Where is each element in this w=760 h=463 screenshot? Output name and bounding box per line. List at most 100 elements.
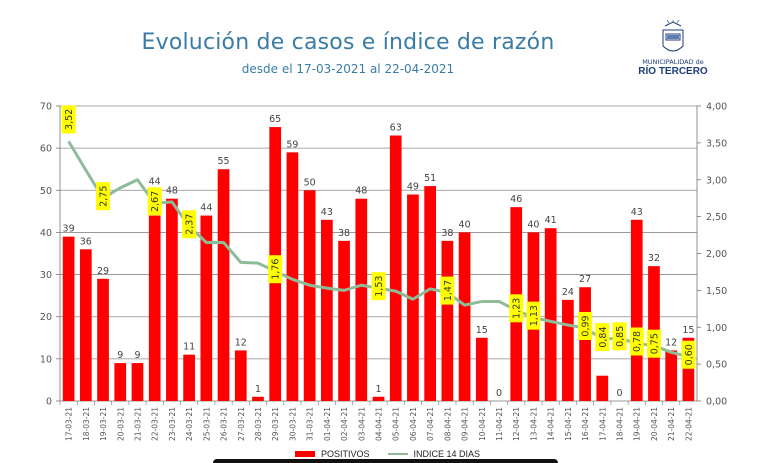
bar-positivos [286, 152, 299, 401]
x-tick-label: 30-03-21 [288, 407, 297, 441]
bar-positivos [131, 363, 144, 401]
bar-value-label: 1 [255, 384, 261, 395]
bar-value-label: 51 [424, 173, 436, 184]
bar-positivos [441, 240, 454, 401]
y-right-tick-label: 3,50 [706, 138, 727, 149]
y-right-tick-label: 2,50 [706, 212, 727, 223]
bar-positivos [217, 169, 230, 401]
bar-positivos [630, 219, 643, 401]
index-label: 2,75 [96, 182, 111, 211]
x-tick-label: 18-03-21 [82, 407, 91, 441]
bars [62, 127, 695, 402]
index-label-text: 3,52 [64, 109, 75, 130]
x-tick-label: 27-03-21 [237, 407, 246, 441]
y-right-tick-label: 0,50 [706, 360, 727, 371]
bar-positivos [579, 287, 591, 401]
x-tick-label: 06-04-21 [409, 407, 418, 441]
y-right-tick-label: 4,00 [706, 102, 727, 113]
x-tick-label: 09-04-21 [461, 407, 470, 441]
legend-label-indice: INDICE 14 DIAS [413, 449, 481, 459]
x-tick-label: 01-04-21 [323, 407, 332, 441]
x-tick-label: 20-03-21 [116, 407, 125, 441]
bar-value-label: 43 [321, 207, 333, 218]
index-label-text: 0,99 [581, 315, 592, 336]
legend-label-positivos: POSITIVOS [321, 449, 370, 459]
bar-value-label: 55 [218, 156, 230, 167]
bar-value-label: 65 [269, 114, 281, 125]
x-tick-label: 23-03-21 [168, 407, 177, 441]
index-label-background [61, 105, 76, 134]
x-tick-label: 25-03-21 [202, 407, 211, 441]
bar-positivos [320, 219, 333, 401]
chart-subtitle: desde el 17-03-2021 al 22-04-2021 [0, 62, 760, 76]
bar-value-label: 43 [631, 207, 643, 218]
bar-value-label: 50 [304, 177, 316, 188]
y-right-tick-label: 2,00 [706, 249, 727, 260]
index-label-background [526, 301, 541, 330]
index-label-text: 0,84 [598, 326, 609, 347]
x-tick-label: 22-04-21 [684, 407, 693, 441]
bar-positivos [148, 215, 161, 401]
x-tick-label: 12-04-21 [512, 407, 521, 441]
index-label-background [96, 182, 111, 211]
x-tick-label: 21-03-21 [133, 407, 142, 441]
index-label: 1,76 [268, 255, 283, 284]
index-label: 1,47 [440, 276, 455, 305]
x-tick-label: 22-03-21 [151, 407, 160, 441]
x-tick-label: 05-04-21 [392, 407, 401, 441]
bar-positivos [596, 375, 609, 401]
index-label-text: 0,85 [615, 326, 626, 347]
bar-positivos [682, 337, 695, 401]
bar-value-label: 38 [441, 228, 453, 239]
overlay-bar [213, 459, 558, 463]
bar-value-label: 0 [617, 388, 623, 399]
x-tick-label: 08-04-21 [443, 407, 452, 441]
chart-title: Evolución de casos e índice de razón [0, 30, 760, 55]
x-tick-label: 14-04-21 [547, 407, 556, 441]
bar-positivos [234, 350, 247, 401]
bar-value-label: 49 [407, 182, 419, 193]
index-label-background [595, 323, 610, 352]
y-left-tick-label: 50 [40, 186, 52, 197]
bar-positivos [62, 236, 75, 401]
index-label-background [371, 272, 386, 301]
bar-value-label: 27 [579, 274, 591, 285]
index-label: 2,67 [147, 187, 162, 216]
bar-value-label: 63 [390, 123, 402, 134]
bar-value-label: 15 [476, 325, 488, 336]
bar-value-label: 46 [510, 194, 522, 205]
bar-positivos [424, 186, 437, 401]
index-label-background [681, 340, 696, 369]
x-tick-label: 31-03-21 [306, 407, 315, 441]
bar-positivos [303, 190, 316, 401]
x-tick-label: 17-04-21 [598, 407, 607, 441]
bar-value-label: 36 [80, 236, 92, 247]
bar-positivos [200, 215, 213, 401]
x-tick-label: 11-04-21 [495, 407, 504, 441]
bar-value-label: 48 [355, 186, 367, 197]
bar-positivos [252, 396, 264, 401]
bar-positivos [79, 249, 92, 401]
bar-value-label: 24 [562, 287, 574, 298]
x-axis-ticks: 17-03-21 18-03-21 19-03-21 20-03-21 21-03-21… [59, 401, 693, 441]
index-label-text: 2,67 [150, 191, 161, 212]
index-label: 2,37 [182, 210, 197, 239]
index-labels: 3,52 2,75 2,67 2,37 1,76 1,53 1,47 1,23 1,13 0,99… [61, 105, 696, 369]
index-label-text: 1,47 [443, 280, 454, 301]
x-tick-label: 18-04-21 [616, 407, 625, 441]
bar-value-label: 32 [648, 253, 660, 264]
index-label: 1,13 [526, 301, 541, 330]
index-label-text: 1,76 [271, 259, 282, 280]
x-tick-label: 03-04-21 [357, 407, 366, 441]
index-label-background [578, 311, 593, 340]
bar-value-label: 44 [149, 176, 161, 187]
bar-positivos [183, 354, 195, 401]
index-label-text: 1,13 [529, 305, 540, 326]
y-left-tick-label: 20 [40, 312, 52, 323]
bar-value-label: 1 [375, 384, 381, 395]
index-label-background [440, 276, 455, 305]
chart-subtitle-text: desde el 17-03-2021 al 22-04-2021 [241, 62, 455, 76]
x-tick-label: 19-04-21 [633, 407, 642, 441]
x-tick-label: 26-03-21 [220, 407, 229, 441]
bar-value-label: 0 [496, 388, 502, 399]
